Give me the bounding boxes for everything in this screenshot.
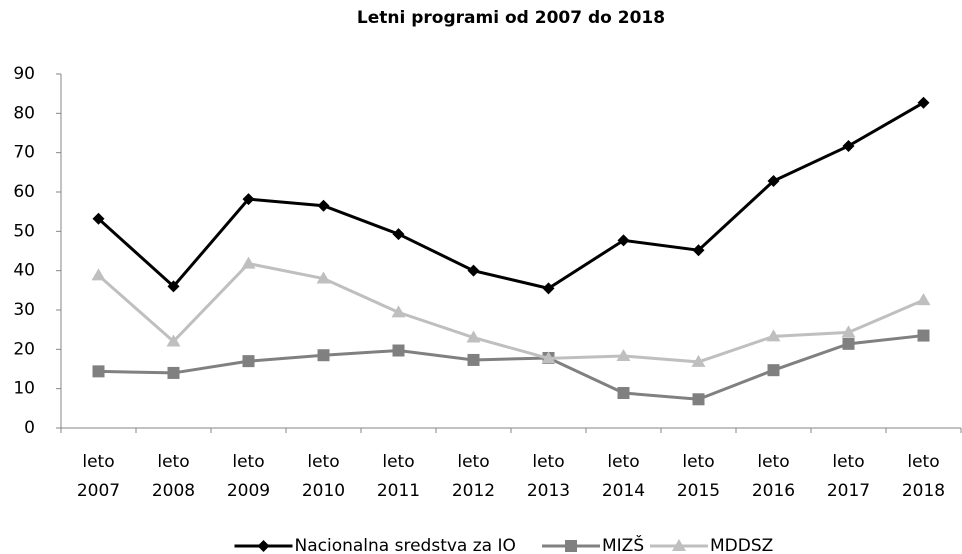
marker (841, 325, 856, 338)
y-tick-label: 0 (24, 418, 35, 438)
marker (766, 329, 781, 342)
marker (391, 305, 406, 318)
x-tick-label: leto 2016 (752, 452, 795, 501)
y-tick-label: 60 (13, 182, 35, 202)
y-tick-label: 10 (13, 379, 35, 399)
x-tick-label: leto 2014 (602, 452, 645, 501)
marker (842, 139, 855, 152)
legend-label: Nacionalna sredstva za IO (295, 536, 516, 554)
legend-label: MDDSZ (710, 536, 773, 554)
marker (92, 212, 105, 225)
x-tick-label: leto 2012 (452, 452, 495, 501)
marker (617, 386, 630, 399)
marker (316, 271, 331, 284)
x-tick-label: leto 2013 (527, 452, 570, 501)
marker (541, 351, 556, 364)
marker (692, 393, 705, 406)
marker (565, 540, 577, 552)
marker (917, 329, 930, 342)
marker (317, 349, 330, 362)
y-tick-label: 20 (13, 339, 35, 359)
marker (767, 364, 780, 377)
marker (392, 344, 405, 357)
line (98, 334, 924, 401)
y-tick-label: 70 (13, 143, 35, 163)
marker (842, 337, 855, 350)
marker (92, 365, 105, 378)
marker (672, 539, 686, 551)
marker (166, 334, 181, 347)
y-tick-label: 40 (13, 261, 35, 281)
marker (167, 280, 180, 293)
marker (466, 330, 481, 343)
x-tick-label: leto 2009 (227, 452, 270, 501)
marker (317, 199, 330, 212)
line (97, 261, 925, 364)
marker (257, 540, 270, 552)
marker (542, 282, 555, 295)
legend-label: MIZŠ (602, 534, 644, 554)
marker (167, 366, 180, 379)
x-tick-label: leto 2010 (302, 452, 345, 501)
y-tick-label: 80 (13, 103, 35, 123)
x-tick-label: leto 2011 (377, 452, 420, 501)
marker (242, 355, 255, 368)
x-tick-label: leto 2008 (152, 452, 195, 501)
x-tick-label: leto 2015 (677, 452, 720, 501)
marker (691, 354, 706, 367)
x-tick-label: leto 2007 (77, 452, 120, 501)
marker (241, 256, 256, 269)
marker (916, 293, 931, 306)
y-tick-label: 50 (13, 221, 35, 241)
marker (242, 193, 255, 206)
y-tick-label: 30 (13, 300, 35, 320)
chart-title: Letni programi od 2007 do 2018 (357, 8, 665, 28)
marker (392, 228, 405, 241)
marker (616, 349, 631, 362)
x-tick-label: leto 2018 (902, 452, 945, 501)
marker (467, 353, 480, 366)
marker (617, 234, 630, 247)
y-tick-label: 90 (13, 64, 35, 84)
marker (91, 268, 106, 281)
line (97, 101, 925, 290)
marker (467, 264, 480, 277)
marker (692, 244, 705, 257)
marker (917, 96, 930, 109)
marker (767, 174, 780, 187)
x-tick-label: leto 2017 (827, 452, 870, 501)
